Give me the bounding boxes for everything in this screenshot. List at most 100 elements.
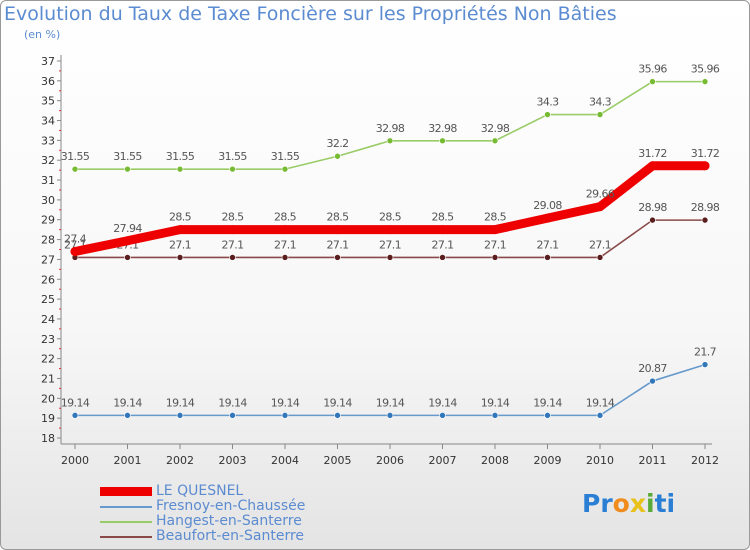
data-label-fresnoy-en-chaussee: 19.14 bbox=[323, 396, 352, 409]
data-point-hangest-en-santerre bbox=[544, 111, 551, 118]
data-point-hangest-en-santerre bbox=[439, 137, 446, 145]
y-tick-label: 27 bbox=[41, 253, 55, 266]
legend-label: Hangest-en-Santerre bbox=[156, 513, 302, 529]
data-label-le-quesnel: 28.5 bbox=[379, 211, 402, 224]
data-point-le-quesnel bbox=[438, 225, 447, 235]
data-label-hangest-en-santerre: 31.55 bbox=[113, 150, 142, 163]
y-tick-label: 26 bbox=[41, 273, 55, 286]
y-tick-label: 37 bbox=[41, 55, 55, 68]
y-tick-label: 20 bbox=[41, 392, 55, 405]
logo-letter: x bbox=[629, 489, 646, 518]
legend-swatch bbox=[100, 536, 152, 538]
y-tick-label: 24 bbox=[41, 313, 55, 326]
x-tick-label: 2009 bbox=[534, 454, 562, 467]
y-tick-label: 34 bbox=[41, 115, 55, 128]
data-label-hangest-en-santerre: 35.96 bbox=[638, 63, 667, 76]
y-tick-label: 22 bbox=[41, 353, 55, 366]
data-label-le-quesnel: 28.5 bbox=[431, 211, 454, 224]
data-point-beaufort-en-santerre bbox=[544, 254, 551, 261]
data-label-hangest-en-santerre: 34.3 bbox=[536, 96, 559, 109]
data-point-fresnoy-en-chaussee bbox=[701, 361, 709, 368]
data-point-beaufort-en-santerre bbox=[124, 254, 131, 261]
logo-letter: i bbox=[666, 489, 676, 518]
data-label-hangest-en-santerre: 34.3 bbox=[589, 96, 612, 109]
legend-label: LE QUESNEL bbox=[156, 483, 244, 499]
data-label-beaufort-en-santerre: 27.1 bbox=[536, 238, 558, 251]
data-label-fresnoy-en-chaussee: 19.14 bbox=[533, 396, 562, 409]
data-point-le-quesnel bbox=[595, 202, 605, 212]
x-tick-label: 2012 bbox=[691, 454, 719, 467]
data-label-beaufort-en-santerre: 28.98 bbox=[638, 201, 667, 214]
y-tick-label: 32 bbox=[41, 154, 55, 167]
data-label-le-quesnel: 29.08 bbox=[533, 199, 562, 212]
data-label-fresnoy-en-chaussee: 19.14 bbox=[586, 396, 615, 409]
data-label-le-quesnel: 27.94 bbox=[113, 222, 142, 235]
data-point-fresnoy-en-chaussee bbox=[544, 412, 551, 419]
y-tick-label: 21 bbox=[41, 372, 55, 385]
data-label-hangest-en-santerre: 31.55 bbox=[61, 150, 90, 163]
legend-label: Fresnoy-en-Chaussée bbox=[156, 498, 306, 514]
data-label-beaufort-en-santerre: 27.1 bbox=[431, 238, 453, 251]
y-tick-label: 18 bbox=[41, 432, 55, 445]
data-label-beaufort-en-santerre: 27.1 bbox=[589, 238, 611, 251]
data-point-beaufort-en-santerre bbox=[281, 254, 289, 261]
data-label-fresnoy-en-chaussee: 19.14 bbox=[61, 396, 90, 409]
data-point-beaufort-en-santerre bbox=[176, 254, 184, 261]
data-point-beaufort-en-santerre bbox=[334, 254, 341, 261]
data-label-fresnoy-en-chaussee: 19.14 bbox=[271, 396, 300, 409]
y-tick-label: 36 bbox=[41, 75, 55, 88]
data-label-beaufort-en-santerre: 28.98 bbox=[691, 201, 720, 214]
data-label-hangest-en-santerre: 32.2 bbox=[326, 137, 348, 150]
data-point-hangest-en-santerre bbox=[386, 137, 394, 145]
x-tick-label: 2002 bbox=[166, 454, 194, 467]
data-label-fresnoy-en-chaussee: 19.14 bbox=[376, 396, 405, 409]
data-label-fresnoy-en-chaussee: 21.7 bbox=[694, 346, 717, 359]
data-label-beaufort-en-santerre: 27.1 bbox=[484, 238, 506, 251]
data-point-beaufort-en-santerre bbox=[439, 254, 446, 261]
data-point-beaufort-en-santerre bbox=[596, 254, 604, 261]
legend-label: Beaufort-en-Santerre bbox=[156, 528, 305, 544]
x-tick-label: 2010 bbox=[586, 454, 614, 467]
data-point-fresnoy-en-chaussee bbox=[386, 412, 394, 419]
y-tick-label: 35 bbox=[41, 95, 55, 108]
logo-letter: r bbox=[600, 489, 613, 518]
data-label-fresnoy-en-chaussee: 19.14 bbox=[218, 396, 247, 409]
data-point-hangest-en-santerre bbox=[334, 152, 341, 160]
data-point-beaufort-en-santerre bbox=[386, 254, 394, 261]
data-point-le-quesnel bbox=[280, 225, 290, 235]
data-label-fresnoy-en-chaussee: 19.14 bbox=[481, 396, 510, 409]
data-point-hangest-en-santerre bbox=[229, 165, 236, 173]
chart-title: Evolution du Taux de Taxe Foncière sur l… bbox=[4, 3, 617, 25]
x-tick-label: 2008 bbox=[481, 454, 509, 467]
data-label-beaufort-en-santerre: 27.1 bbox=[379, 238, 401, 251]
data-label-hangest-en-santerre: 31.55 bbox=[271, 150, 300, 163]
data-label-hangest-en-santerre: 31.55 bbox=[218, 150, 247, 163]
data-point-fresnoy-en-chaussee bbox=[229, 412, 236, 419]
data-point-le-quesnel bbox=[385, 225, 395, 235]
y-tick-label: 31 bbox=[41, 174, 55, 187]
data-point-le-quesnel bbox=[70, 246, 80, 256]
data-point-hangest-en-santerre bbox=[71, 165, 79, 173]
data-label-le-quesnel: 28.5 bbox=[326, 211, 349, 224]
unit-label: (en %) bbox=[24, 28, 61, 41]
data-point-fresnoy-en-chaussee bbox=[596, 412, 604, 419]
data-point-le-quesnel bbox=[543, 213, 552, 223]
data-label-le-quesnel: 31.72 bbox=[638, 147, 667, 160]
logo-letter: i bbox=[646, 489, 655, 518]
data-point-le-quesnel bbox=[123, 236, 132, 246]
y-tick-label: 33 bbox=[41, 134, 55, 147]
data-point-le-quesnel bbox=[490, 225, 500, 235]
logo-letter: o bbox=[612, 489, 630, 518]
data-point-hangest-en-santerre bbox=[649, 78, 656, 85]
x-tick-label: 2000 bbox=[61, 454, 89, 467]
data-label-beaufort-en-santerre: 27.1 bbox=[169, 238, 191, 251]
y-tick-label: 23 bbox=[41, 333, 55, 346]
data-point-le-quesnel bbox=[700, 161, 710, 171]
data-point-hangest-en-santerre bbox=[701, 78, 709, 85]
logo-letter: P bbox=[582, 489, 601, 518]
data-label-fresnoy-en-chaussee: 19.14 bbox=[113, 396, 142, 409]
x-tick-label: 2003 bbox=[219, 454, 247, 467]
y-tick-label: 19 bbox=[41, 412, 55, 425]
data-label-beaufort-en-santerre: 27.1 bbox=[221, 238, 243, 251]
